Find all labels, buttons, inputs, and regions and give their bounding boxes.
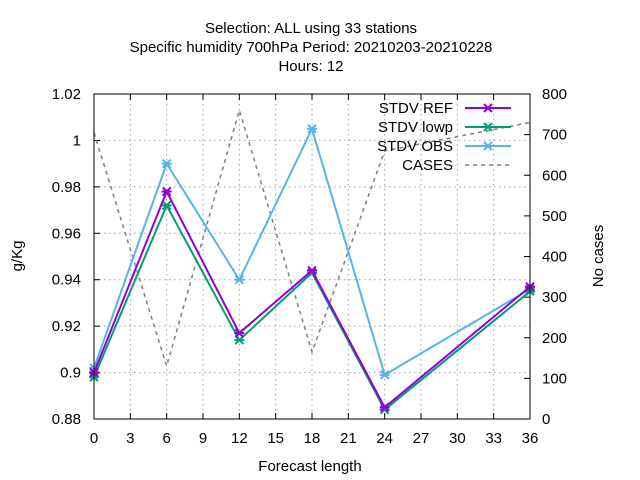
legend-entry: STDV REF	[379, 100, 511, 117]
chart-title-line-1: Selection: ALL using 33 stations	[205, 20, 417, 37]
y-tick-label: 0.92	[52, 318, 81, 335]
y2-tick-label: 100	[542, 370, 567, 387]
data-point	[307, 124, 317, 134]
data-point	[161, 186, 172, 197]
data-point	[379, 370, 390, 380]
y-tick-label: 1.02	[52, 86, 81, 103]
series-line	[93, 107, 531, 369]
x-tick-label: 27	[413, 430, 430, 447]
axes: 0 3 6 9 12 15 18 21 24 27 30 33 360.880.90.920.940.9…	[52, 86, 567, 447]
data-point	[234, 328, 245, 338]
legend-marker	[483, 122, 493, 132]
y-tick-label: 0.98	[52, 179, 81, 196]
x-tick-label: 0	[90, 430, 98, 447]
data-point	[234, 275, 245, 285]
y2-tick-label: 800	[542, 86, 567, 103]
x-tick-label: 6	[162, 430, 170, 447]
x-tick-label: 24	[376, 430, 393, 447]
data-point	[307, 265, 317, 276]
x-tick-label: 3	[126, 430, 134, 447]
data-point	[379, 402, 390, 413]
chart-title-line-3: Hours: 12	[278, 58, 343, 75]
series-line	[93, 203, 531, 412]
y2-tick-label: 400	[542, 249, 567, 266]
y2-axis-label: No cases	[590, 225, 607, 288]
legend-label: STDV OBS	[377, 138, 453, 155]
legend-entry: CASES	[402, 157, 511, 174]
legend-marker	[483, 103, 493, 113]
y2-tick-label: 0	[542, 411, 550, 428]
x-tick-label: 33	[485, 430, 502, 447]
legend-label: STDV REF	[379, 100, 453, 117]
data-point	[234, 335, 245, 345]
y-tick-label: 1	[73, 132, 81, 149]
x-axis-label: Forecast length	[258, 458, 361, 475]
legend-entry: STDV lowp	[378, 119, 511, 136]
x-tick-label: 36	[522, 430, 539, 447]
series-line	[93, 126, 531, 377]
y2-tick-label: 300	[542, 289, 567, 306]
y-tick-label: 0.88	[52, 411, 81, 428]
legend-label: CASES	[402, 157, 453, 174]
y2-tick-label: 500	[542, 208, 567, 225]
y-tick-label: 0.9	[60, 365, 81, 382]
x-tick-label: 18	[304, 430, 321, 447]
data-point	[161, 200, 172, 211]
y-tick-label: 0.96	[52, 225, 81, 242]
chart-title: Selection: ALL using 33 stations Specifi…	[130, 20, 493, 75]
legend-entry: STDV OBS	[377, 138, 511, 155]
chart-title-line-2: Specific humidity 700hPa Period: 2021020…	[130, 39, 493, 56]
y2-tick-label: 600	[542, 167, 567, 184]
plot-border	[93, 93, 531, 420]
x-tick-label: 21	[340, 430, 357, 447]
data-point	[161, 158, 172, 169]
y2-tick-label: 200	[542, 330, 567, 347]
series-stdv-obs	[89, 124, 535, 380]
y-axis-label: g/Kg	[9, 241, 26, 272]
x-tick-label: 15	[267, 430, 284, 447]
x-tick-label: 9	[199, 430, 207, 447]
series-cases	[93, 107, 531, 369]
y-tick-label: 0.94	[52, 272, 81, 289]
legend: STDV REF STDV lowp STDV OBS CASES	[377, 100, 511, 174]
x-tick-label: 30	[449, 430, 466, 447]
legend-label: STDV lowp	[378, 119, 453, 136]
legend-marker	[483, 141, 493, 151]
y2-tick-label: 700	[542, 127, 567, 144]
series-line	[93, 189, 531, 409]
x-tick-label: 12	[231, 430, 248, 447]
